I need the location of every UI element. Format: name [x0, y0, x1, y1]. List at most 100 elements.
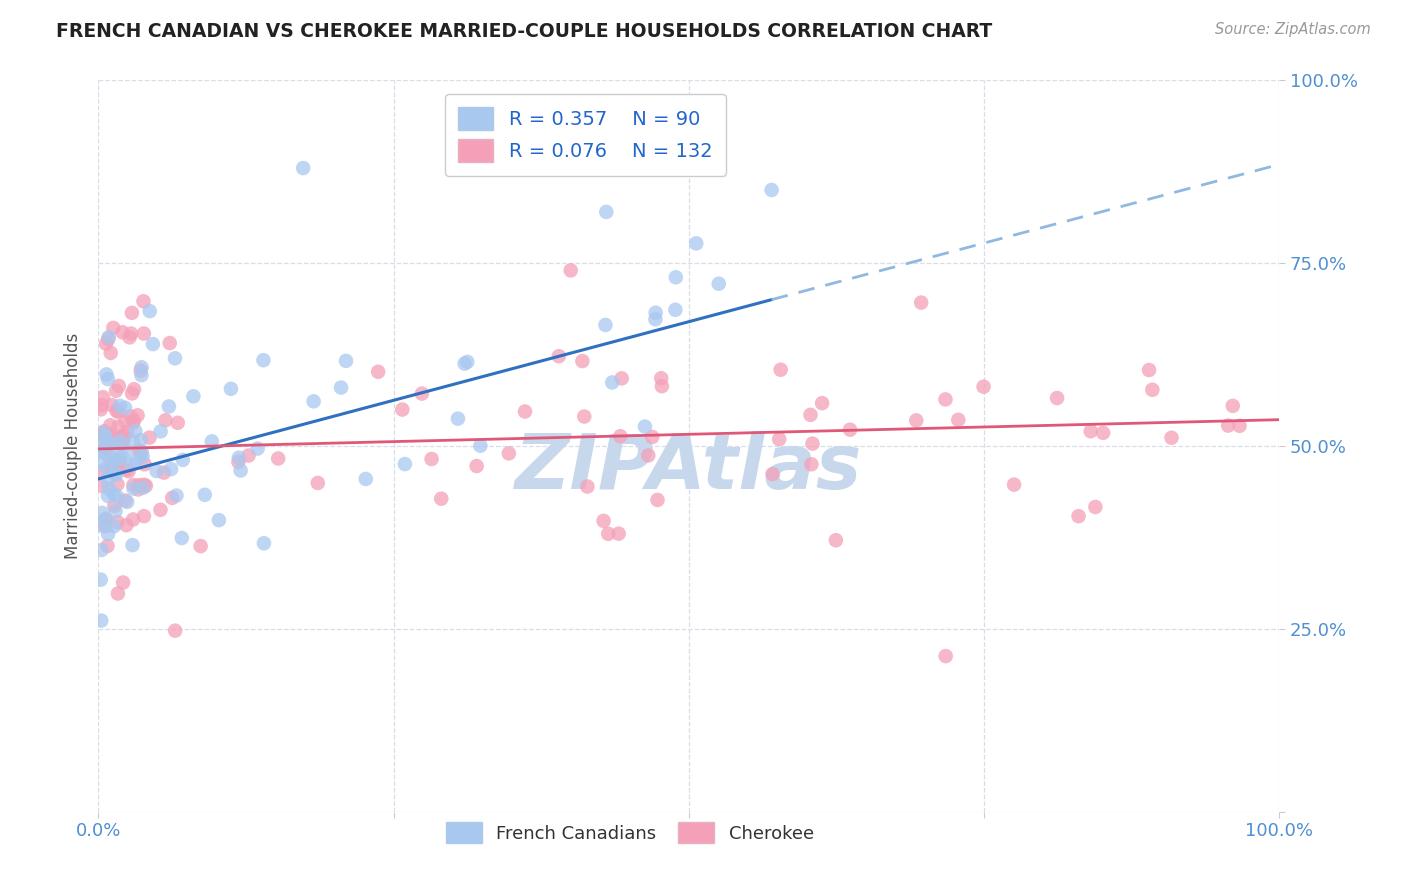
- Point: [935, 649, 957, 664]
- Point: [115, 518, 138, 533]
- Point: [90, 543, 112, 558]
- Point: [163, 351, 186, 366]
- Point: [97, 332, 120, 346]
- Point: [121, 306, 143, 320]
- Point: [153, 466, 176, 480]
- Point: [592, 514, 614, 528]
- Point: [90, 455, 112, 469]
- Point: [90, 398, 112, 412]
- Point: [115, 462, 138, 476]
- Point: [839, 423, 862, 437]
- Point: [411, 386, 433, 401]
- Point: [96, 539, 118, 553]
- Point: [905, 413, 928, 427]
- Legend: French Canadians, Cherokee: French Canadians, Cherokee: [439, 815, 821, 850]
- Point: [96, 473, 118, 487]
- Point: [108, 379, 131, 393]
- Point: [101, 465, 124, 479]
- Point: [90, 614, 112, 628]
- Point: [103, 499, 125, 513]
- Point: [107, 515, 129, 529]
- Point: [129, 363, 152, 377]
- Point: [125, 453, 148, 467]
- Point: [335, 354, 357, 368]
- Point: [354, 472, 377, 486]
- Point: [105, 403, 128, 417]
- Point: [115, 495, 138, 509]
- Point: [97, 372, 120, 386]
- Point: [120, 326, 142, 341]
- Point: [124, 424, 146, 438]
- Point: [134, 458, 156, 472]
- Point: [707, 277, 730, 291]
- Point: [948, 413, 970, 427]
- Point: [132, 509, 155, 524]
- Point: [267, 451, 290, 466]
- Point: [799, 408, 821, 422]
- Point: [665, 270, 688, 285]
- Point: [149, 503, 172, 517]
- Point: [97, 330, 120, 344]
- Point: [165, 624, 187, 638]
- Point: [600, 376, 623, 390]
- Point: [131, 360, 153, 375]
- Point: [170, 531, 193, 545]
- Point: [560, 263, 582, 277]
- Point: [1080, 424, 1102, 438]
- Point: [811, 396, 834, 410]
- Point: [166, 416, 188, 430]
- Point: [1142, 383, 1164, 397]
- Point: [330, 380, 353, 394]
- Point: [112, 428, 135, 442]
- Point: [574, 409, 596, 424]
- Point: [1229, 418, 1251, 433]
- Point: [292, 161, 315, 175]
- Point: [571, 354, 593, 368]
- Point: [90, 518, 112, 533]
- Point: [229, 463, 252, 477]
- Point: [122, 512, 145, 526]
- Point: [634, 419, 657, 434]
- Point: [302, 394, 325, 409]
- Point: [1160, 431, 1182, 445]
- Point: [973, 380, 995, 394]
- Point: [101, 398, 124, 412]
- Point: [107, 454, 129, 468]
- Point: [801, 436, 824, 450]
- Point: [111, 326, 134, 340]
- Point: [453, 357, 475, 371]
- Point: [104, 466, 127, 480]
- Point: [1002, 477, 1025, 491]
- Point: [145, 464, 167, 478]
- Point: [1218, 418, 1240, 433]
- Point: [607, 526, 630, 541]
- Point: [650, 371, 672, 385]
- Point: [238, 449, 260, 463]
- Point: [131, 445, 153, 459]
- Point: [609, 429, 631, 443]
- Point: [94, 336, 117, 351]
- Point: [96, 368, 118, 382]
- Point: [101, 454, 124, 468]
- Point: [100, 428, 122, 442]
- Point: [94, 513, 117, 527]
- Point: [105, 384, 128, 398]
- Point: [97, 481, 120, 495]
- Point: [98, 437, 121, 451]
- Point: [91, 436, 114, 450]
- Point: [111, 450, 134, 464]
- Point: [91, 479, 114, 493]
- Text: Source: ZipAtlas.com: Source: ZipAtlas.com: [1215, 22, 1371, 37]
- Point: [598, 526, 620, 541]
- Point: [641, 430, 664, 444]
- Point: [367, 365, 389, 379]
- Point: [228, 455, 250, 469]
- Text: FRENCH CANADIAN VS CHEROKEE MARRIED-COUPLE HOUSEHOLDS CORRELATION CHART: FRENCH CANADIAN VS CHEROKEE MARRIED-COUP…: [56, 22, 993, 41]
- Point: [96, 461, 118, 475]
- Point: [127, 409, 149, 423]
- Point: [172, 453, 194, 467]
- Point: [117, 464, 139, 478]
- Point: [94, 429, 117, 443]
- Point: [129, 433, 152, 447]
- Point: [513, 404, 536, 418]
